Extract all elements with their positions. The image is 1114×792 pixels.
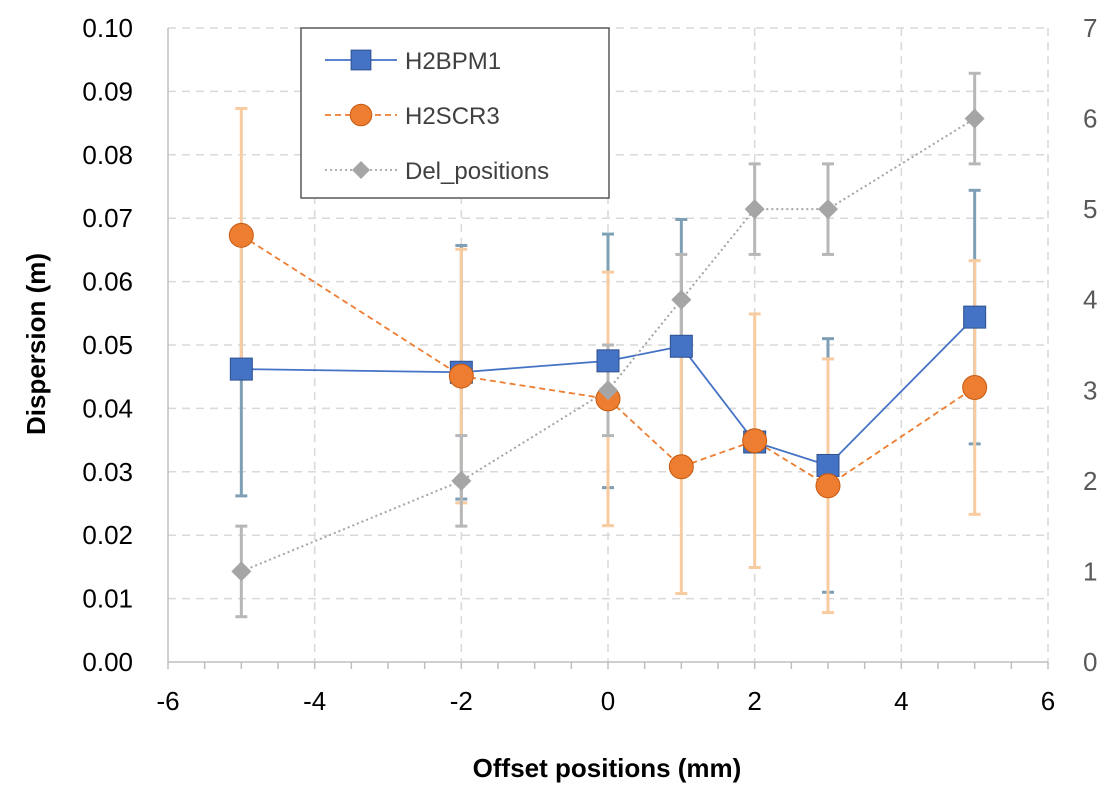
marker-H2BPM1 [229, 357, 253, 381]
marker-H2BPM1 [596, 349, 620, 373]
x-tick-label: -6 [156, 686, 179, 716]
y-tick-label: 0.01 [82, 584, 133, 614]
marker-H2SCR3 [742, 428, 768, 454]
legend-label-H2BPM1: H2BPM1 [405, 48, 501, 75]
y-tick-label: 0.07 [82, 203, 133, 233]
y-tick-label: 0.09 [82, 76, 133, 106]
marker-H2BPM1 [963, 305, 987, 329]
y-tick-label: 0.00 [82, 647, 133, 677]
y2-tick-label: 3 [1083, 375, 1097, 405]
marker-Del_positions [744, 199, 765, 220]
x-tick-label: -2 [450, 686, 473, 716]
y2-tick-label: 5 [1083, 194, 1097, 224]
marker-layer [228, 108, 988, 582]
y-tick-label: 0.10 [82, 13, 133, 43]
marker-H2SCR3 [668, 454, 694, 480]
y2-tick-label: 2 [1083, 466, 1097, 496]
x-tick-label: 6 [1041, 686, 1055, 716]
marker-Del_positions [231, 561, 252, 582]
legend-marker-H2BPM1 [350, 49, 372, 71]
y-tick-label: 0.06 [82, 267, 133, 297]
marker-Del_positions [818, 199, 838, 220]
y-axis-title: Dispersion (m) [21, 253, 51, 435]
y2-tick-label: 7 [1083, 13, 1097, 43]
x-axis-title: Offset positions (mm) [473, 753, 742, 783]
x-tick-label: 0 [601, 686, 615, 716]
legend-marker-H2SCR3 [349, 103, 373, 127]
marker-Del_positions [598, 380, 618, 401]
marker-Del_positions [964, 108, 985, 129]
x-tick-label: 4 [894, 686, 908, 716]
y2-tick-label: 6 [1083, 104, 1097, 134]
marker-H2SCR3 [448, 363, 474, 389]
marker-H2SCR3 [228, 222, 254, 248]
y-tick-label: 0.04 [82, 393, 133, 423]
x-tick-label: -4 [303, 686, 326, 716]
x-tick-label: 2 [747, 686, 761, 716]
y-tick-label: 0.08 [82, 140, 133, 170]
legend-label-Del_positions: Del_positions [405, 158, 549, 185]
y2-tick-label: 1 [1083, 556, 1097, 586]
marker-H2BPM1 [669, 334, 693, 358]
legend-label-H2SCR3: H2SCR3 [405, 103, 500, 130]
marker-Del_positions [671, 289, 692, 310]
legend: H2BPM1 H2SCR3 Del_positions [300, 27, 610, 199]
legend-marker-Del_positions [352, 161, 370, 179]
y-tick-label: 0.05 [82, 330, 133, 360]
axes-layer: -6 -4 -2 0 2 4 6 0.00 0.01 0.02 0.03 0.04 0.05 0.06 0.… [82, 13, 1097, 716]
y2-tick-label: 0 [1083, 647, 1097, 677]
marker-H2BPM1 [816, 453, 840, 477]
marker-Del_positions [451, 470, 472, 491]
y2-tick-label: 4 [1083, 285, 1097, 315]
y-tick-label: 0.03 [82, 457, 133, 487]
y-tick-label: 0.02 [82, 520, 133, 550]
marker-H2SCR3 [815, 473, 841, 499]
marker-H2SCR3 [962, 374, 988, 400]
